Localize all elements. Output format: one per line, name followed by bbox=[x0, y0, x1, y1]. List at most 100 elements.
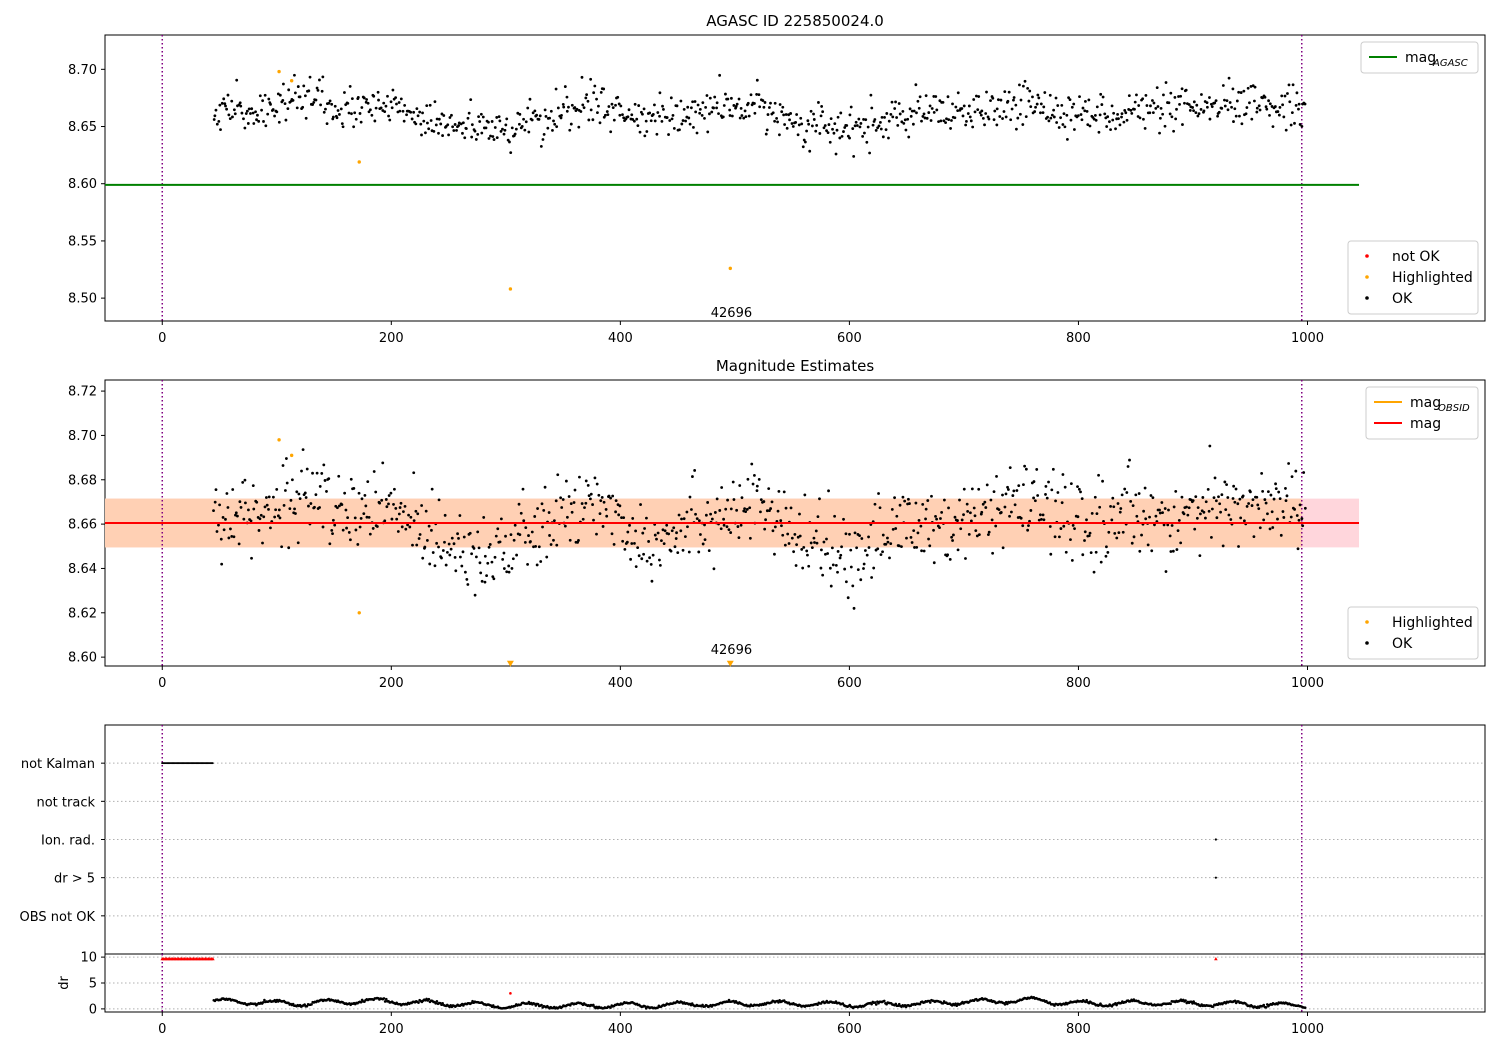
ok-point bbox=[569, 122, 573, 126]
ok-point bbox=[325, 122, 329, 126]
ok-point bbox=[276, 92, 280, 96]
ok-point bbox=[956, 548, 960, 552]
ok-point bbox=[968, 115, 972, 119]
ok-point bbox=[501, 127, 504, 131]
ok-point bbox=[422, 119, 426, 123]
panel-title: AGASC ID 225850024.0 bbox=[706, 12, 884, 30]
ok-point bbox=[645, 130, 649, 133]
ok-point bbox=[212, 118, 216, 121]
ok-point bbox=[389, 491, 393, 495]
ok-point bbox=[250, 556, 253, 560]
ok-point bbox=[503, 128, 507, 132]
dr-point bbox=[941, 1002, 945, 1005]
ok-point bbox=[759, 498, 763, 502]
ok-point bbox=[893, 107, 897, 110]
ok-point bbox=[1174, 117, 1178, 121]
ok-point bbox=[694, 110, 698, 114]
highlighted-point bbox=[277, 69, 281, 74]
ok-point bbox=[799, 116, 803, 120]
ok-point bbox=[1004, 492, 1008, 496]
ok-point bbox=[750, 462, 754, 466]
ok-point bbox=[1277, 113, 1281, 117]
ok-point bbox=[849, 565, 853, 569]
ok-point bbox=[1281, 510, 1285, 513]
ok-point bbox=[672, 126, 676, 130]
ok-point bbox=[687, 116, 691, 120]
ok-point bbox=[255, 500, 259, 504]
ok-point bbox=[560, 113, 563, 117]
ok-point bbox=[462, 535, 466, 539]
highlighted-point bbox=[357, 611, 361, 615]
ok-point bbox=[1143, 126, 1147, 130]
dr-point bbox=[656, 1006, 660, 1009]
ok-point bbox=[1162, 523, 1166, 527]
ok-point bbox=[857, 117, 861, 121]
ok-point bbox=[222, 528, 226, 532]
ok-point bbox=[1297, 107, 1300, 111]
ok-point bbox=[396, 530, 400, 533]
ok-point bbox=[757, 93, 761, 97]
ok-point bbox=[532, 545, 535, 549]
ok-point bbox=[1076, 114, 1080, 118]
ok-point bbox=[803, 493, 807, 497]
ok-point bbox=[226, 506, 230, 509]
ok-point bbox=[570, 103, 574, 107]
ok-point bbox=[1055, 121, 1059, 124]
ok-point bbox=[764, 132, 768, 136]
ok-point bbox=[561, 498, 565, 501]
ok-point bbox=[349, 477, 353, 481]
ok-point bbox=[1142, 509, 1146, 513]
ok-point bbox=[862, 117, 865, 121]
ok-point bbox=[1116, 502, 1120, 505]
ok-point bbox=[680, 517, 683, 521]
ok-point bbox=[947, 506, 950, 510]
ok-point bbox=[927, 537, 930, 541]
ok-point bbox=[842, 130, 845, 133]
ok-point bbox=[1078, 95, 1081, 99]
ok-point bbox=[523, 541, 527, 544]
ok-point bbox=[1282, 115, 1286, 119]
ok-point bbox=[1212, 496, 1216, 500]
ok-point bbox=[373, 119, 377, 123]
ok-point bbox=[695, 517, 699, 521]
ok-point bbox=[698, 111, 702, 115]
ok-point bbox=[904, 128, 908, 132]
ok-point bbox=[1303, 102, 1307, 106]
ok-point bbox=[1264, 105, 1268, 109]
ok-point bbox=[1099, 560, 1103, 564]
ok-point bbox=[514, 127, 518, 131]
ok-point bbox=[765, 128, 769, 132]
ok-point bbox=[1008, 514, 1011, 518]
ok-point bbox=[661, 528, 665, 532]
ok-point bbox=[821, 110, 825, 114]
ok-point bbox=[605, 514, 609, 518]
ok-point bbox=[1295, 91, 1299, 95]
y-tick-label: 8.70 bbox=[68, 429, 97, 444]
ok-point bbox=[828, 140, 832, 144]
ok-point bbox=[1255, 495, 1259, 499]
ok-point bbox=[1140, 533, 1143, 537]
ok-point bbox=[218, 103, 222, 107]
ok-point bbox=[810, 546, 814, 550]
ok-point bbox=[747, 114, 751, 118]
ok-point bbox=[227, 536, 231, 540]
highlighted-point bbox=[289, 453, 294, 458]
dr-point bbox=[928, 1001, 932, 1004]
ok-point bbox=[930, 494, 933, 498]
ok-point bbox=[806, 553, 809, 557]
ok-point bbox=[782, 113, 786, 117]
ok-point bbox=[947, 118, 951, 122]
ok-point bbox=[257, 119, 261, 123]
ok-point bbox=[498, 119, 502, 123]
ok-point bbox=[420, 133, 423, 137]
ok-point bbox=[319, 103, 322, 107]
ok-point bbox=[1095, 512, 1099, 515]
ok-point bbox=[237, 542, 241, 546]
ok-point bbox=[1241, 494, 1245, 498]
ok-point bbox=[1188, 109, 1192, 112]
ok-point bbox=[925, 116, 929, 120]
ok-point bbox=[726, 498, 729, 502]
ok-point bbox=[1027, 99, 1031, 103]
ok-point bbox=[480, 131, 484, 135]
ok-point bbox=[258, 94, 262, 98]
